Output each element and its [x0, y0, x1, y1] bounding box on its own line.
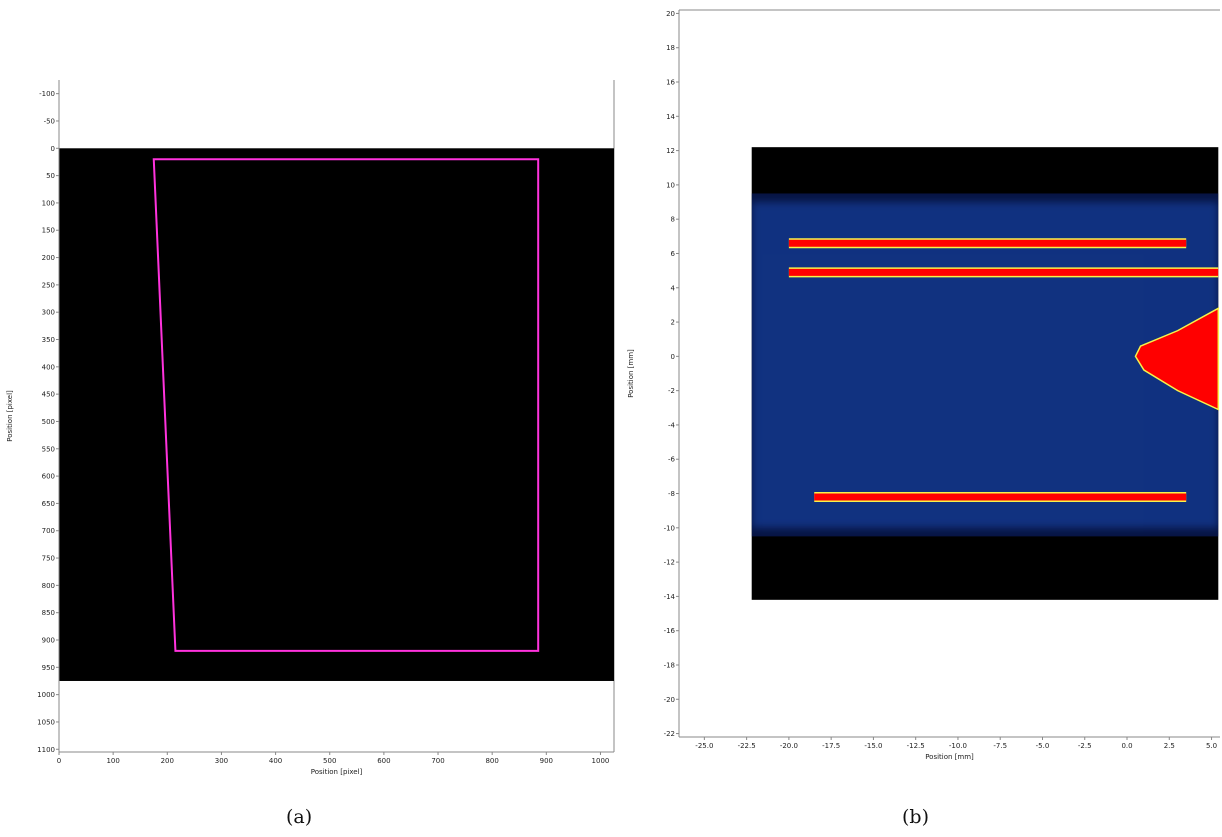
panel-a: 0 100 200 300 400 500 600 700 800 900 1000 -100-50…: [6, 80, 615, 776]
panel-b-y-tick-label: -6: [668, 456, 676, 464]
panel-a-streaks: [140, 153, 536, 667]
panel-b-y-tick-label: 10: [666, 181, 675, 189]
panel-b-x-ticks: -25.0 -22.5 -20.0 -17.5 -15.0 -12.5 -10.0 -7.5 -…: [695, 737, 1217, 750]
panel-b-y-tick-label: 0: [671, 353, 675, 361]
panel-a-y-tick-label: 750: [42, 555, 55, 563]
panel-b-x-tick-label: -25.0: [695, 742, 713, 750]
panel-b-x-tick-label: -5.0: [1036, 742, 1050, 750]
panel-a-y-tick-label: 300: [42, 309, 55, 317]
panel-a-y-tick-label: 200: [42, 254, 55, 262]
panel-b-x-tick-label: 5.0: [1206, 742, 1217, 750]
panel-a-y-tick-label: 950: [42, 664, 55, 672]
panel-b-x-tick-label: -17.5: [822, 742, 840, 750]
panel-a-x-tick-label: 700: [431, 757, 444, 765]
panel-b-y-tick-label: -20: [664, 696, 675, 704]
panel-b-y-axis-label: Position [mm]: [627, 349, 635, 398]
panel-b-y-tick-label: 20: [666, 10, 675, 18]
panel-b-y-tick-label: 4: [671, 284, 676, 292]
panel-b-y-tick-label: 6: [671, 250, 676, 258]
panel-b-x-tick-label: 0.0: [1121, 742, 1132, 750]
panel-b-y-tick-label: -16: [664, 627, 676, 635]
panel-a-x-ticks: 0 100 200 300 400 500 600 700 800 900 1000: [57, 752, 610, 765]
panel-a-x-tick-label: 100: [106, 757, 119, 765]
panel-b-y-tick-label: -22: [664, 730, 675, 738]
panel-b-x-tick-label: -22.5: [738, 742, 756, 750]
panel-a-y-tick-label: 250: [42, 281, 55, 289]
panel-b-y-tick-label: -10: [664, 524, 675, 532]
panel-a-y-ticks: -100 -50 0 50 100 150 200 250 300 350 400 450 500 550…: [37, 90, 59, 754]
panel-a-y-tick-label: 350: [42, 336, 55, 344]
panel-b-x-tick-label: 2.5: [1164, 742, 1175, 750]
panel-a-y-tick-label: 700: [42, 527, 55, 535]
caption-b: (b): [902, 806, 929, 828]
panel-b-y-tick-label: 16: [666, 79, 675, 87]
panel-b-y-tick-label: -8: [668, 490, 675, 498]
panel-a-y-tick-label: 550: [42, 445, 55, 453]
caption-a: (a): [286, 806, 313, 828]
panel-b-x-tick-label: -2.5: [1078, 742, 1092, 750]
panel-a-y-tick-label: 150: [42, 227, 55, 235]
panel-a-x-tick-label: 400: [269, 757, 282, 765]
panel-b: -25.0 -22.5 -20.0 -17.5 -15.0 -12.5 -10.0 -7.5-…: [627, 9, 1220, 761]
panel-a-y-tick-label: 900: [42, 637, 55, 645]
panel-a-y-tick-label: 650: [42, 500, 55, 508]
panel-a-y-tick-label: 400: [42, 363, 55, 371]
panel-a-x-tick-label: 0: [57, 757, 61, 765]
panel-b-y-tick-label: 18: [666, 44, 675, 52]
panel-a-x-axis-label: Position [pixel]: [311, 768, 363, 776]
panel-a-y-tick-label: 100: [42, 199, 55, 207]
panel-b-x-axis-label: Position [mm]: [925, 753, 974, 761]
panel-a-y-tick-label: 450: [42, 391, 55, 399]
panel-a-y-tick-label: 500: [42, 418, 55, 426]
panel-a-y-tick-label: 1000: [37, 691, 55, 699]
panel-b-y-tick-label: 12: [666, 147, 675, 155]
panel-b-y-tick-label: -2: [668, 387, 675, 395]
panel-a-x-tick-label: 300: [215, 757, 228, 765]
panel-b-y-tick-label: 2: [671, 319, 675, 327]
panel-b-y-tick-label: -12: [664, 559, 675, 567]
panel-b-x-tick-label: -15.0: [864, 742, 882, 750]
panel-b-y-tick-label: 8: [671, 216, 675, 224]
panel-a-x-tick-label: 200: [161, 757, 174, 765]
panel-a-y-tick-label: 1100: [37, 746, 55, 754]
panel-b-x-tick-label: -10.0: [949, 742, 967, 750]
panel-a-y-tick-label: -100: [39, 90, 55, 98]
panel-a-y-tick-label: 600: [42, 473, 55, 481]
panel-a-y-axis-label: Position [pixel]: [6, 390, 14, 442]
panel-b-y-tick-label: -14: [664, 593, 676, 601]
panel-b-y-tick-label: 14: [666, 113, 675, 121]
panel-b-y-tick-label: -18: [664, 661, 675, 669]
panel-a-y-tick-label: 850: [42, 609, 55, 617]
panel-b-bands: [751, 187, 1219, 537]
panel-b-hot-region: [1134, 307, 1220, 411]
panel-a-x-tick-label: 900: [540, 757, 553, 765]
panel-a-y-tick-label: 0: [51, 145, 55, 153]
panel-a-y-tick-label: 1050: [37, 718, 55, 726]
panel-b-x-tick-label: -7.5: [993, 742, 1007, 750]
panel-a-y-tick-label: -50: [44, 117, 55, 125]
panel-a-x-tick-label: 1000: [592, 757, 610, 765]
panel-a-x-tick-label: 800: [485, 757, 498, 765]
panel-a-y-tick-label: 50: [46, 172, 55, 180]
panel-a-roi-overlay: [152, 158, 540, 652]
panel-a-x-tick-label: 500: [323, 757, 336, 765]
panel-a-y-tick-label: 800: [42, 582, 55, 590]
panel-b-x-tick-label: -20.0: [780, 742, 798, 750]
panel-a-heatmap-image: [59, 148, 614, 681]
panel-b-y-ticks: -22-20-18-16-14-12-10-8-6-4-202468101214…: [664, 10, 679, 738]
panel-b-y-tick-label: -4: [668, 421, 676, 429]
panel-a-x-tick-label: 600: [377, 757, 390, 765]
panel-b-x-tick-label: -12.5: [907, 742, 925, 750]
